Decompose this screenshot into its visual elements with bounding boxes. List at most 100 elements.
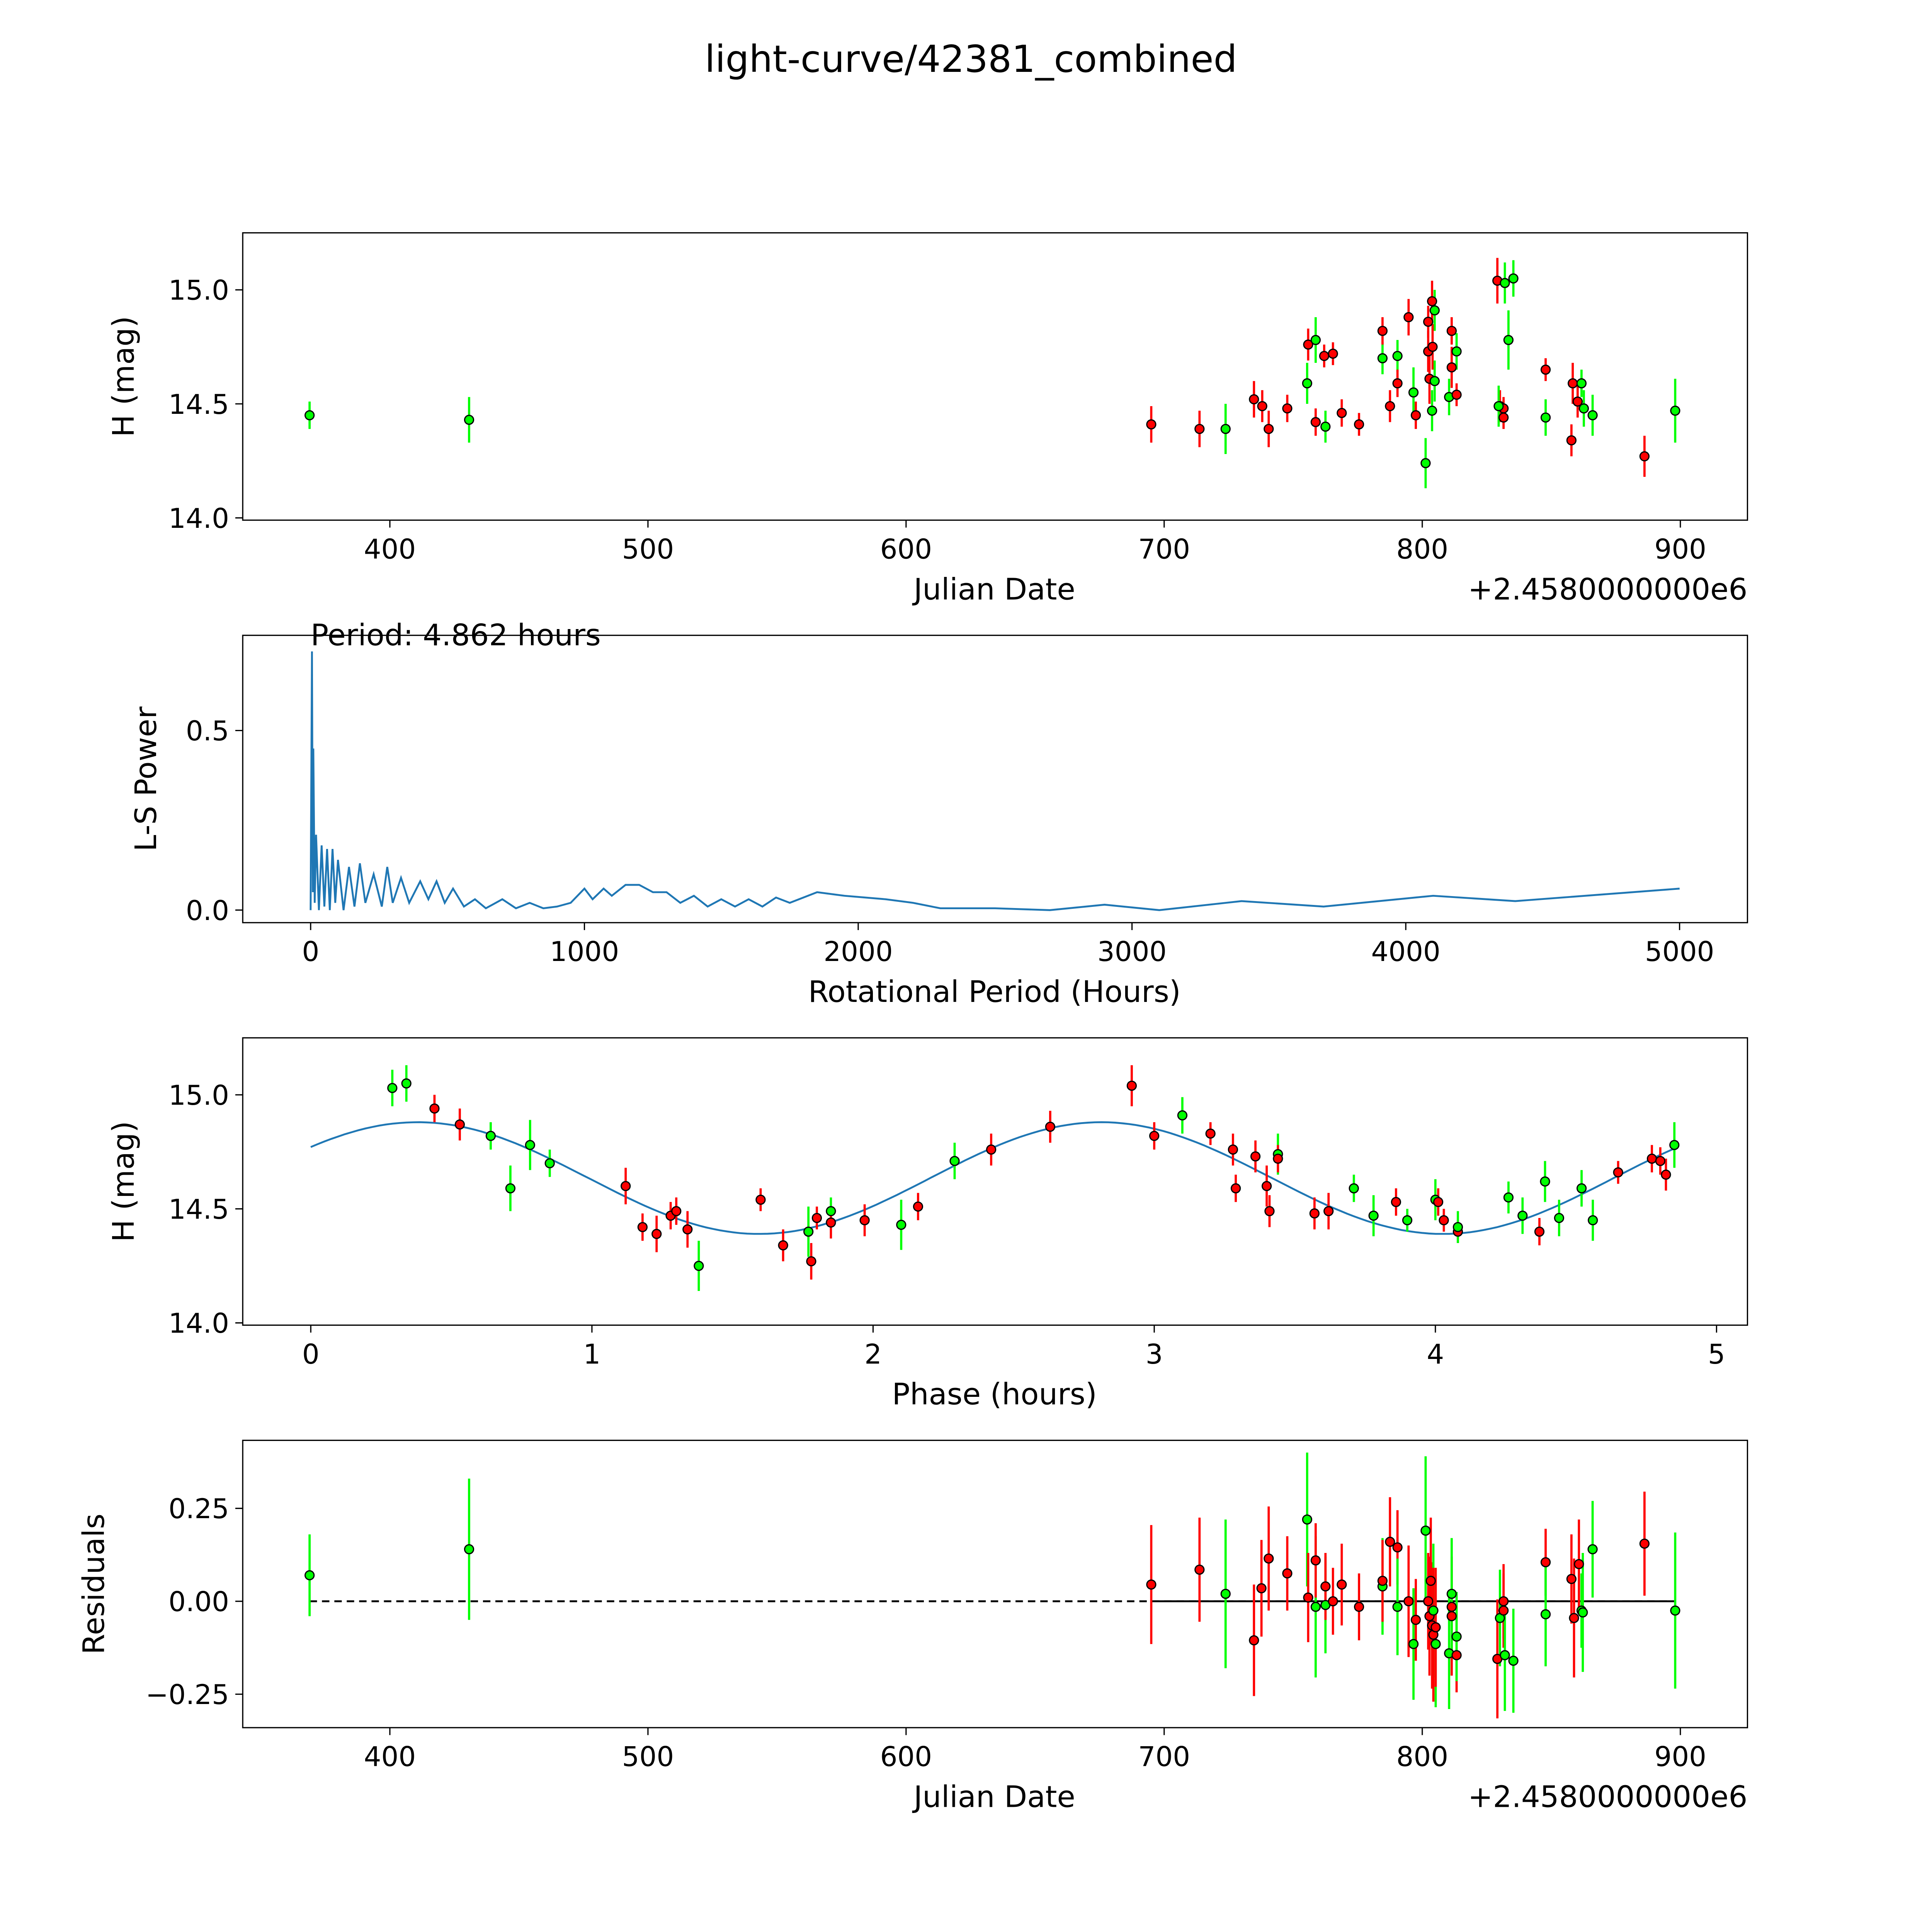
data-point	[1231, 1183, 1241, 1194]
x-tick-label: 2	[864, 1338, 882, 1370]
data-point	[1517, 1211, 1528, 1221]
data-point	[1451, 1650, 1462, 1660]
data-point	[1319, 351, 1330, 361]
y-tick-label: 0.5	[186, 715, 229, 747]
data-point	[1126, 1080, 1137, 1091]
y-tick-label: −0.25	[146, 1679, 229, 1711]
data-point	[1423, 316, 1434, 327]
data-point	[803, 1226, 814, 1237]
data-point	[1257, 401, 1267, 412]
data-point	[1427, 405, 1437, 416]
data-point	[1503, 335, 1514, 345]
data-point	[544, 1158, 555, 1168]
x-tick-label: 4	[1427, 1338, 1444, 1370]
x-tick-label: 0	[302, 1338, 320, 1370]
data-point	[1572, 396, 1583, 407]
data-point	[637, 1222, 648, 1232]
y-tick-label: 14.0	[168, 1308, 229, 1339]
data-point	[1639, 1538, 1650, 1549]
data-point	[1403, 312, 1414, 323]
data-point	[1578, 1607, 1588, 1618]
data-point	[401, 1078, 412, 1089]
plot-area	[304, 258, 1680, 488]
x-tick-label: 5	[1708, 1338, 1725, 1370]
data-point	[1613, 1167, 1623, 1178]
data-point	[429, 1103, 440, 1114]
data-point	[1661, 1169, 1671, 1180]
x-tick-label: 500	[622, 1741, 674, 1773]
data-point	[1337, 1579, 1347, 1590]
data-point	[1377, 1576, 1388, 1586]
data-point	[1337, 408, 1347, 418]
data-point	[1452, 1222, 1463, 1232]
data-point	[1303, 1592, 1313, 1603]
data-point	[1503, 1192, 1514, 1203]
data-point	[1423, 1596, 1434, 1607]
data-point	[1498, 412, 1509, 423]
panel-residuals: 400 500 600 700 800 900 −0.25 0.00 0.25 Julian Da…	[77, 1439, 1748, 1814]
data-point	[387, 1083, 398, 1093]
data-point	[1433, 1197, 1444, 1207]
x-tick-label: 5000	[1645, 936, 1714, 968]
axes-frame	[242, 1439, 1748, 1728]
plot-area	[310, 1065, 1680, 1291]
data-point	[1392, 378, 1403, 389]
data-point	[1540, 1557, 1551, 1568]
data-point	[1303, 339, 1313, 350]
y-axis-label: L-S Power	[129, 706, 163, 851]
panel-lightcurve: 400 500 600 700 800 900 14.0 14.5 15.0 Julian Dat…	[107, 232, 1748, 607]
data-point	[1149, 1131, 1160, 1141]
data-point	[1146, 419, 1156, 430]
data-point	[1568, 378, 1578, 389]
data-point	[1392, 351, 1403, 361]
data-point	[1430, 1622, 1441, 1633]
data-point	[1323, 1206, 1334, 1216]
data-point	[1194, 1565, 1205, 1575]
x-tick-label: 900	[1654, 534, 1706, 565]
y-tick-label: 0.0	[186, 895, 229, 927]
data-point	[464, 415, 474, 425]
x-axis-label: Rotational Period (Hours)	[808, 975, 1181, 1009]
data-point	[1587, 1544, 1598, 1554]
data-point	[1420, 1526, 1431, 1536]
data-point	[1576, 1183, 1587, 1194]
data-point	[1569, 1613, 1579, 1623]
data-point	[896, 1219, 906, 1230]
x-axis-label: Julian Date	[912, 1780, 1075, 1814]
data-point	[1408, 387, 1419, 398]
data-point	[1451, 1631, 1462, 1642]
x-axis-label: Julian Date	[912, 572, 1075, 607]
data-point	[1446, 1588, 1457, 1599]
data-point	[1669, 1140, 1680, 1150]
data-point	[1320, 1581, 1331, 1592]
data-point	[682, 1224, 693, 1235]
data-point	[621, 1181, 631, 1191]
data-point	[1670, 405, 1680, 416]
x-tick-label: 900	[1654, 1741, 1706, 1773]
data-point	[1508, 1655, 1519, 1666]
data-point	[1446, 326, 1457, 336]
panel-phased: 0 1 2 3 4 5 14.0 14.5 15.0 Phase (hours) H (mag)	[107, 1037, 1748, 1412]
data-point	[1403, 1596, 1414, 1607]
data-point	[1493, 401, 1504, 412]
x-tick-label: 1000	[550, 936, 619, 968]
data-point	[1420, 458, 1431, 468]
data-point	[1534, 1226, 1545, 1237]
data-point	[1377, 353, 1388, 364]
data-point	[1320, 422, 1331, 432]
axes-frame	[242, 634, 1748, 923]
x-tick-label: 4000	[1371, 936, 1440, 968]
data-point	[826, 1217, 836, 1228]
x-tick-label: 600	[880, 1741, 932, 1773]
data-point	[1310, 1602, 1321, 1612]
data-point	[1498, 1596, 1509, 1607]
x-tick-label: 600	[880, 534, 932, 565]
axes-frame	[242, 232, 1748, 521]
plot-area	[304, 1452, 1680, 1719]
x-tick-label: 400	[364, 1741, 416, 1773]
data-point	[1587, 410, 1598, 420]
data-point	[1310, 417, 1321, 427]
data-point	[826, 1206, 836, 1216]
data-point	[1446, 1602, 1457, 1612]
